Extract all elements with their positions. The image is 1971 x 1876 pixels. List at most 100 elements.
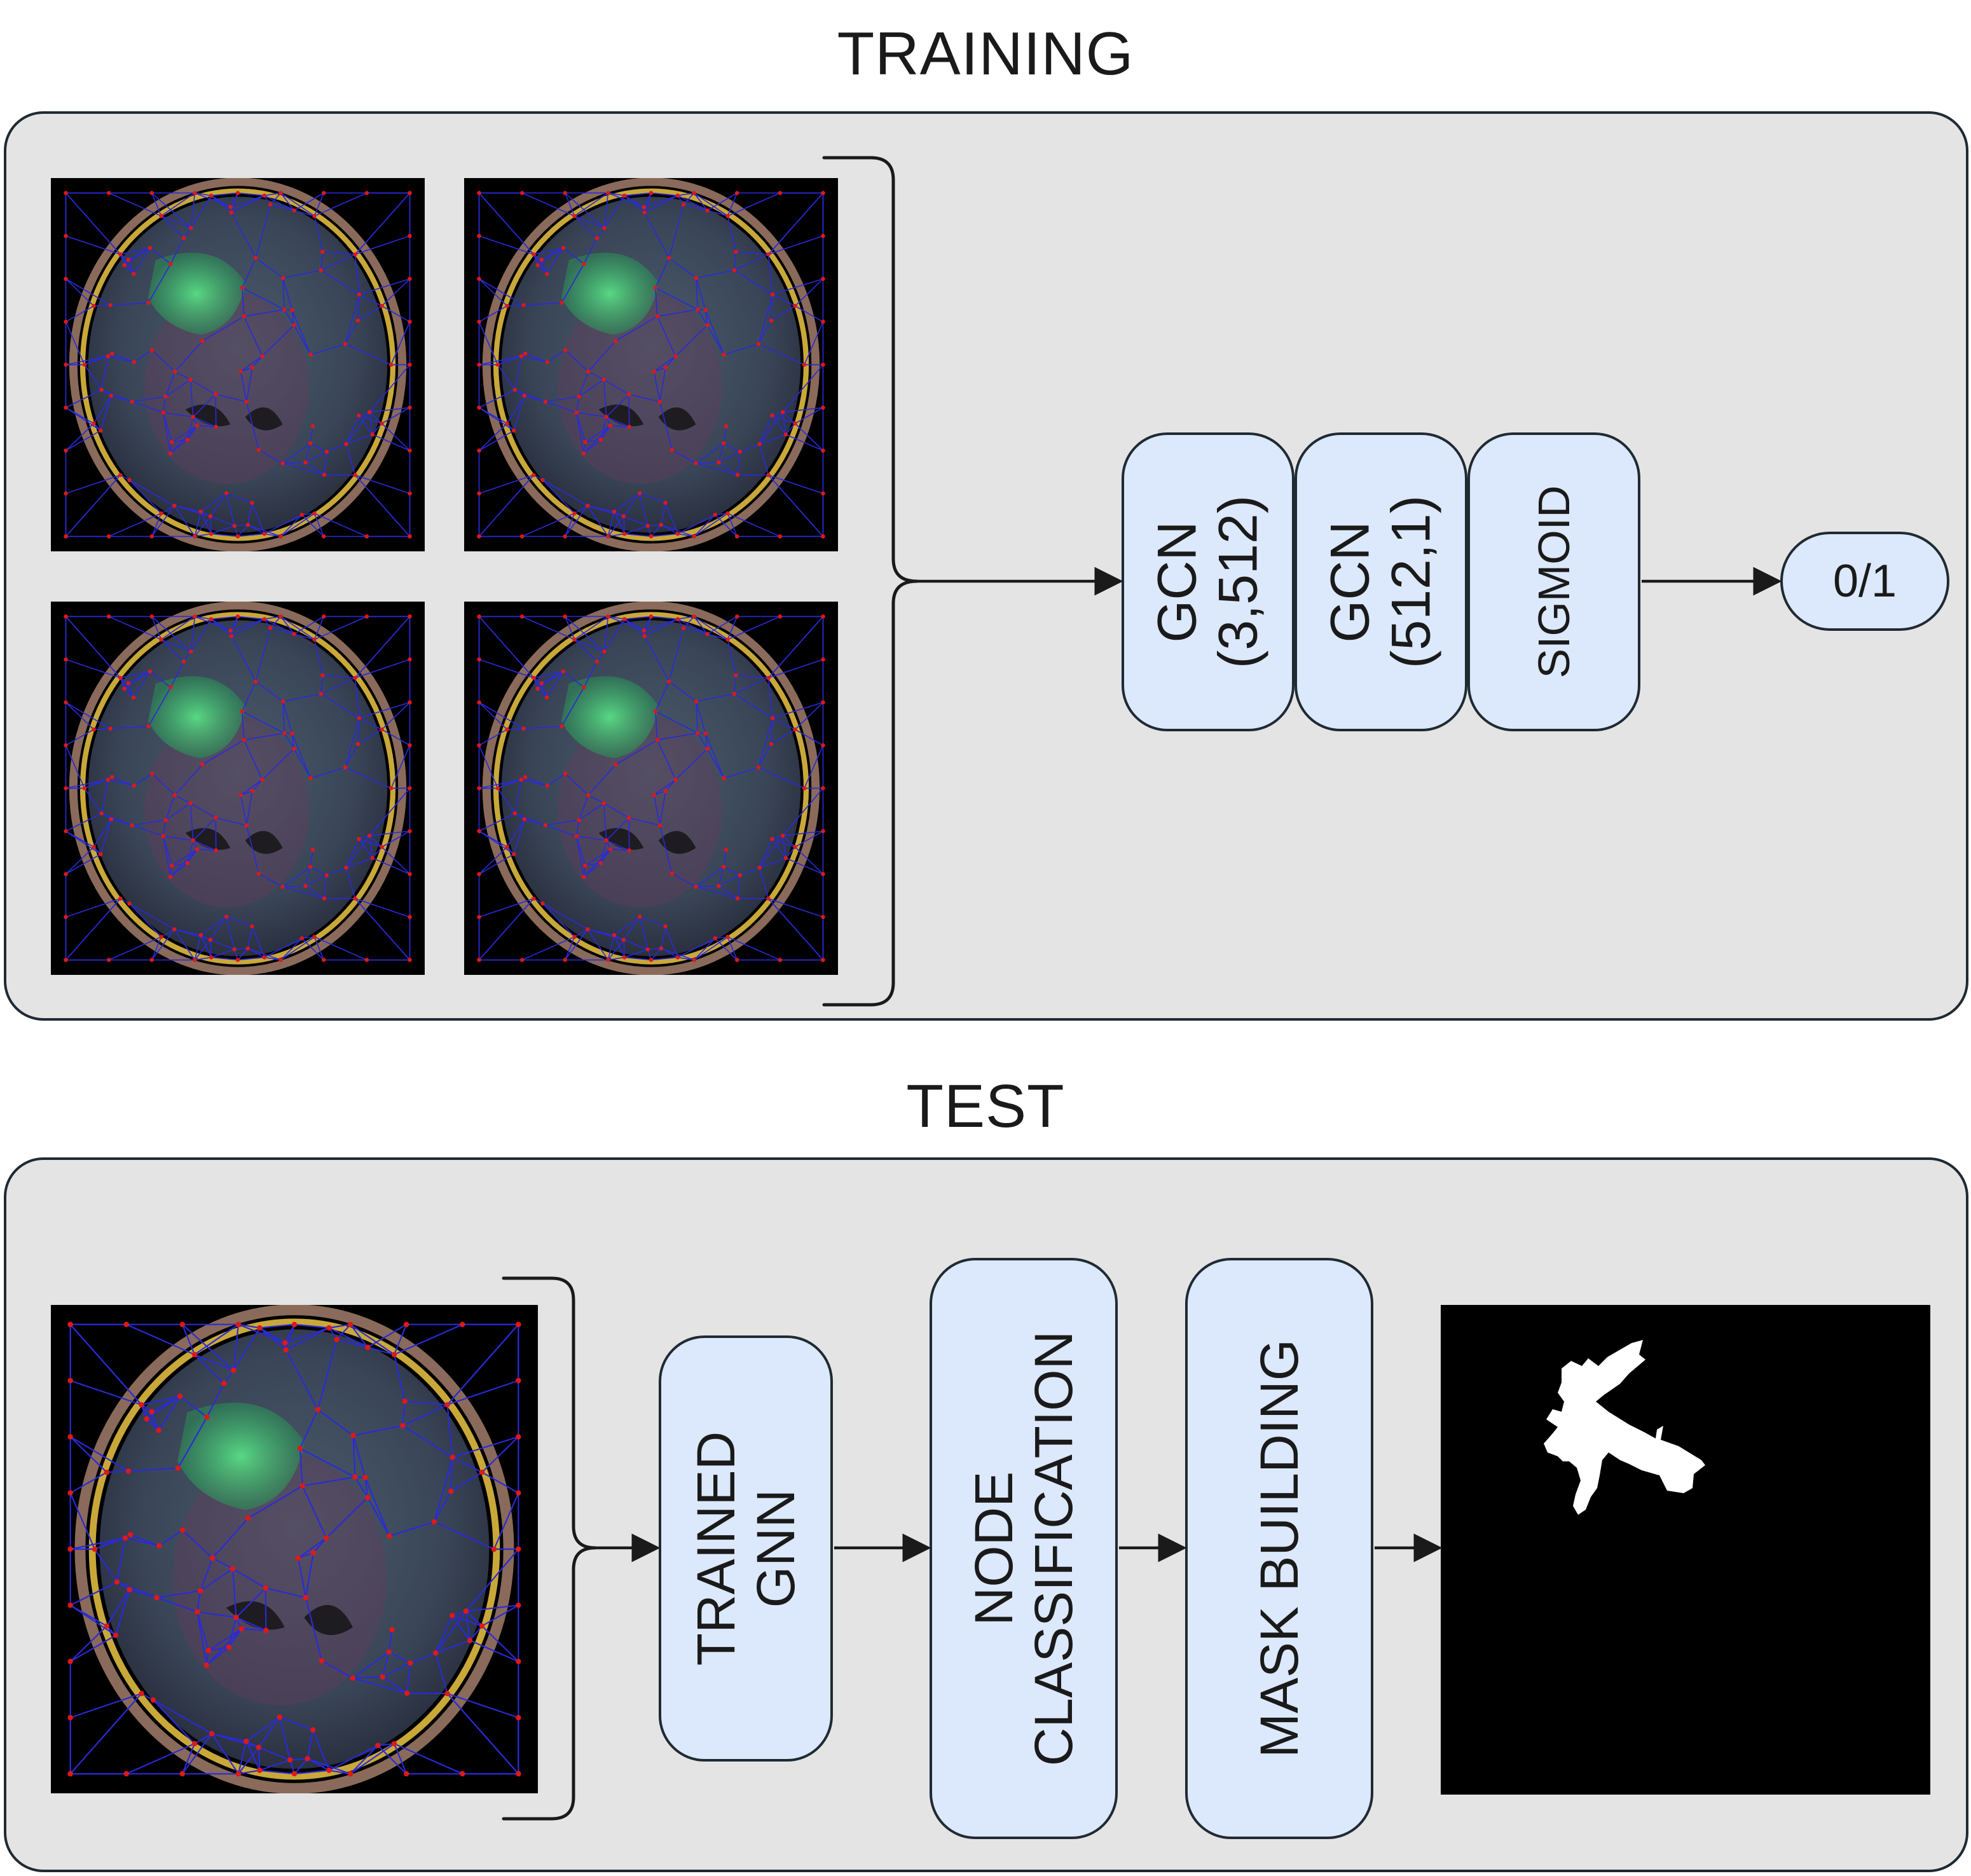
graph-edge [284,309,295,326]
graph-node [308,864,313,869]
graph-node [263,1585,268,1591]
graph-edge [587,505,609,537]
graph-node [769,318,774,323]
graph-edge [659,367,666,402]
graph-edge [768,474,823,494]
graph-node [67,1714,73,1721]
graph-node [705,323,710,328]
graph-edge [575,396,580,413]
graph-node [209,955,214,960]
graph-node [404,1690,410,1696]
graph-edge [768,235,823,255]
graph-edge [230,618,265,631]
graph-node [477,448,481,453]
graph-edge [734,251,737,271]
graph-edge [644,635,670,682]
graph-edge [359,838,382,848]
graph-edge [607,516,624,537]
graph-edge [718,885,738,899]
graph-node [188,377,193,382]
graph-edge [345,767,392,789]
graph-node [193,614,197,619]
graph-edge [231,212,257,259]
graph-edge [108,936,161,961]
graph-edge [615,315,658,342]
graph-node [560,300,564,305]
graph-node [581,451,586,456]
graph-edge [352,1435,366,1478]
graph-edge [478,192,534,255]
graph-edge [132,396,166,403]
graph-node [495,786,500,790]
graph-edge [194,516,211,537]
graph-edge [479,305,507,322]
graph-node [179,1321,186,1327]
graph-edge [497,788,516,814]
graph-edge [65,898,121,961]
graph-edge [654,711,658,740]
graph-edge [108,513,161,537]
graph-edge [326,1497,368,1539]
graph-edge [346,434,373,445]
graph-edge [734,675,737,694]
graph-node [738,873,743,878]
graph-edge [768,616,824,679]
graph-edge [734,270,773,295]
graph-node [324,450,329,454]
graph-node [322,896,327,900]
graph-edge [193,839,217,851]
graph-node [642,633,647,638]
graph-node [477,362,481,367]
graph-edge [240,355,263,372]
graph-node [519,191,525,195]
graph-edge [696,270,734,279]
graph-node [292,323,296,328]
graph-edge [171,425,198,443]
graph-edge [240,795,247,825]
graph-edge [264,616,281,620]
graph-node [139,1690,144,1697]
graph-node [322,191,326,195]
graph-edge [247,1485,303,1519]
graph-edge [565,928,588,961]
graph-edge [794,278,824,307]
graph-edge [624,525,649,535]
graph-edge [587,764,616,796]
graph-edge [782,364,824,413]
graph-edge [771,415,786,435]
graph-node [491,1546,497,1552]
graph-edge [194,511,202,537]
graph-edge [795,729,823,746]
graph-edge [294,1323,329,1329]
graph-edge [170,425,198,454]
graph-edge [546,671,564,698]
graph-edge [187,840,194,864]
graph-node [532,675,536,680]
graph-edge [587,371,604,380]
graph-edge [94,1548,118,1583]
graph-edge [70,1436,129,1472]
graph-edge [372,423,383,435]
graph-edge [280,936,315,961]
graph-edge [623,516,649,527]
graph-node [403,1321,409,1327]
graph-edge [280,192,295,211]
graph-edge [70,1472,107,1494]
graph-edge [301,514,324,537]
graph-edge [575,836,586,866]
graph-edge [657,740,676,780]
graph-edge [565,192,605,229]
graph-edge [195,533,212,537]
graph-edge [200,492,227,513]
graph-edge [608,956,625,961]
graph-node [604,415,608,419]
graph-node [323,1535,329,1541]
graph-edge [211,616,238,620]
graph-node [240,286,245,290]
graph-edge [305,443,312,463]
graph-edge [369,411,373,435]
graph-node [670,448,675,452]
graph-edge [600,425,611,440]
graph-node [821,491,825,496]
graph-node [460,1771,465,1777]
